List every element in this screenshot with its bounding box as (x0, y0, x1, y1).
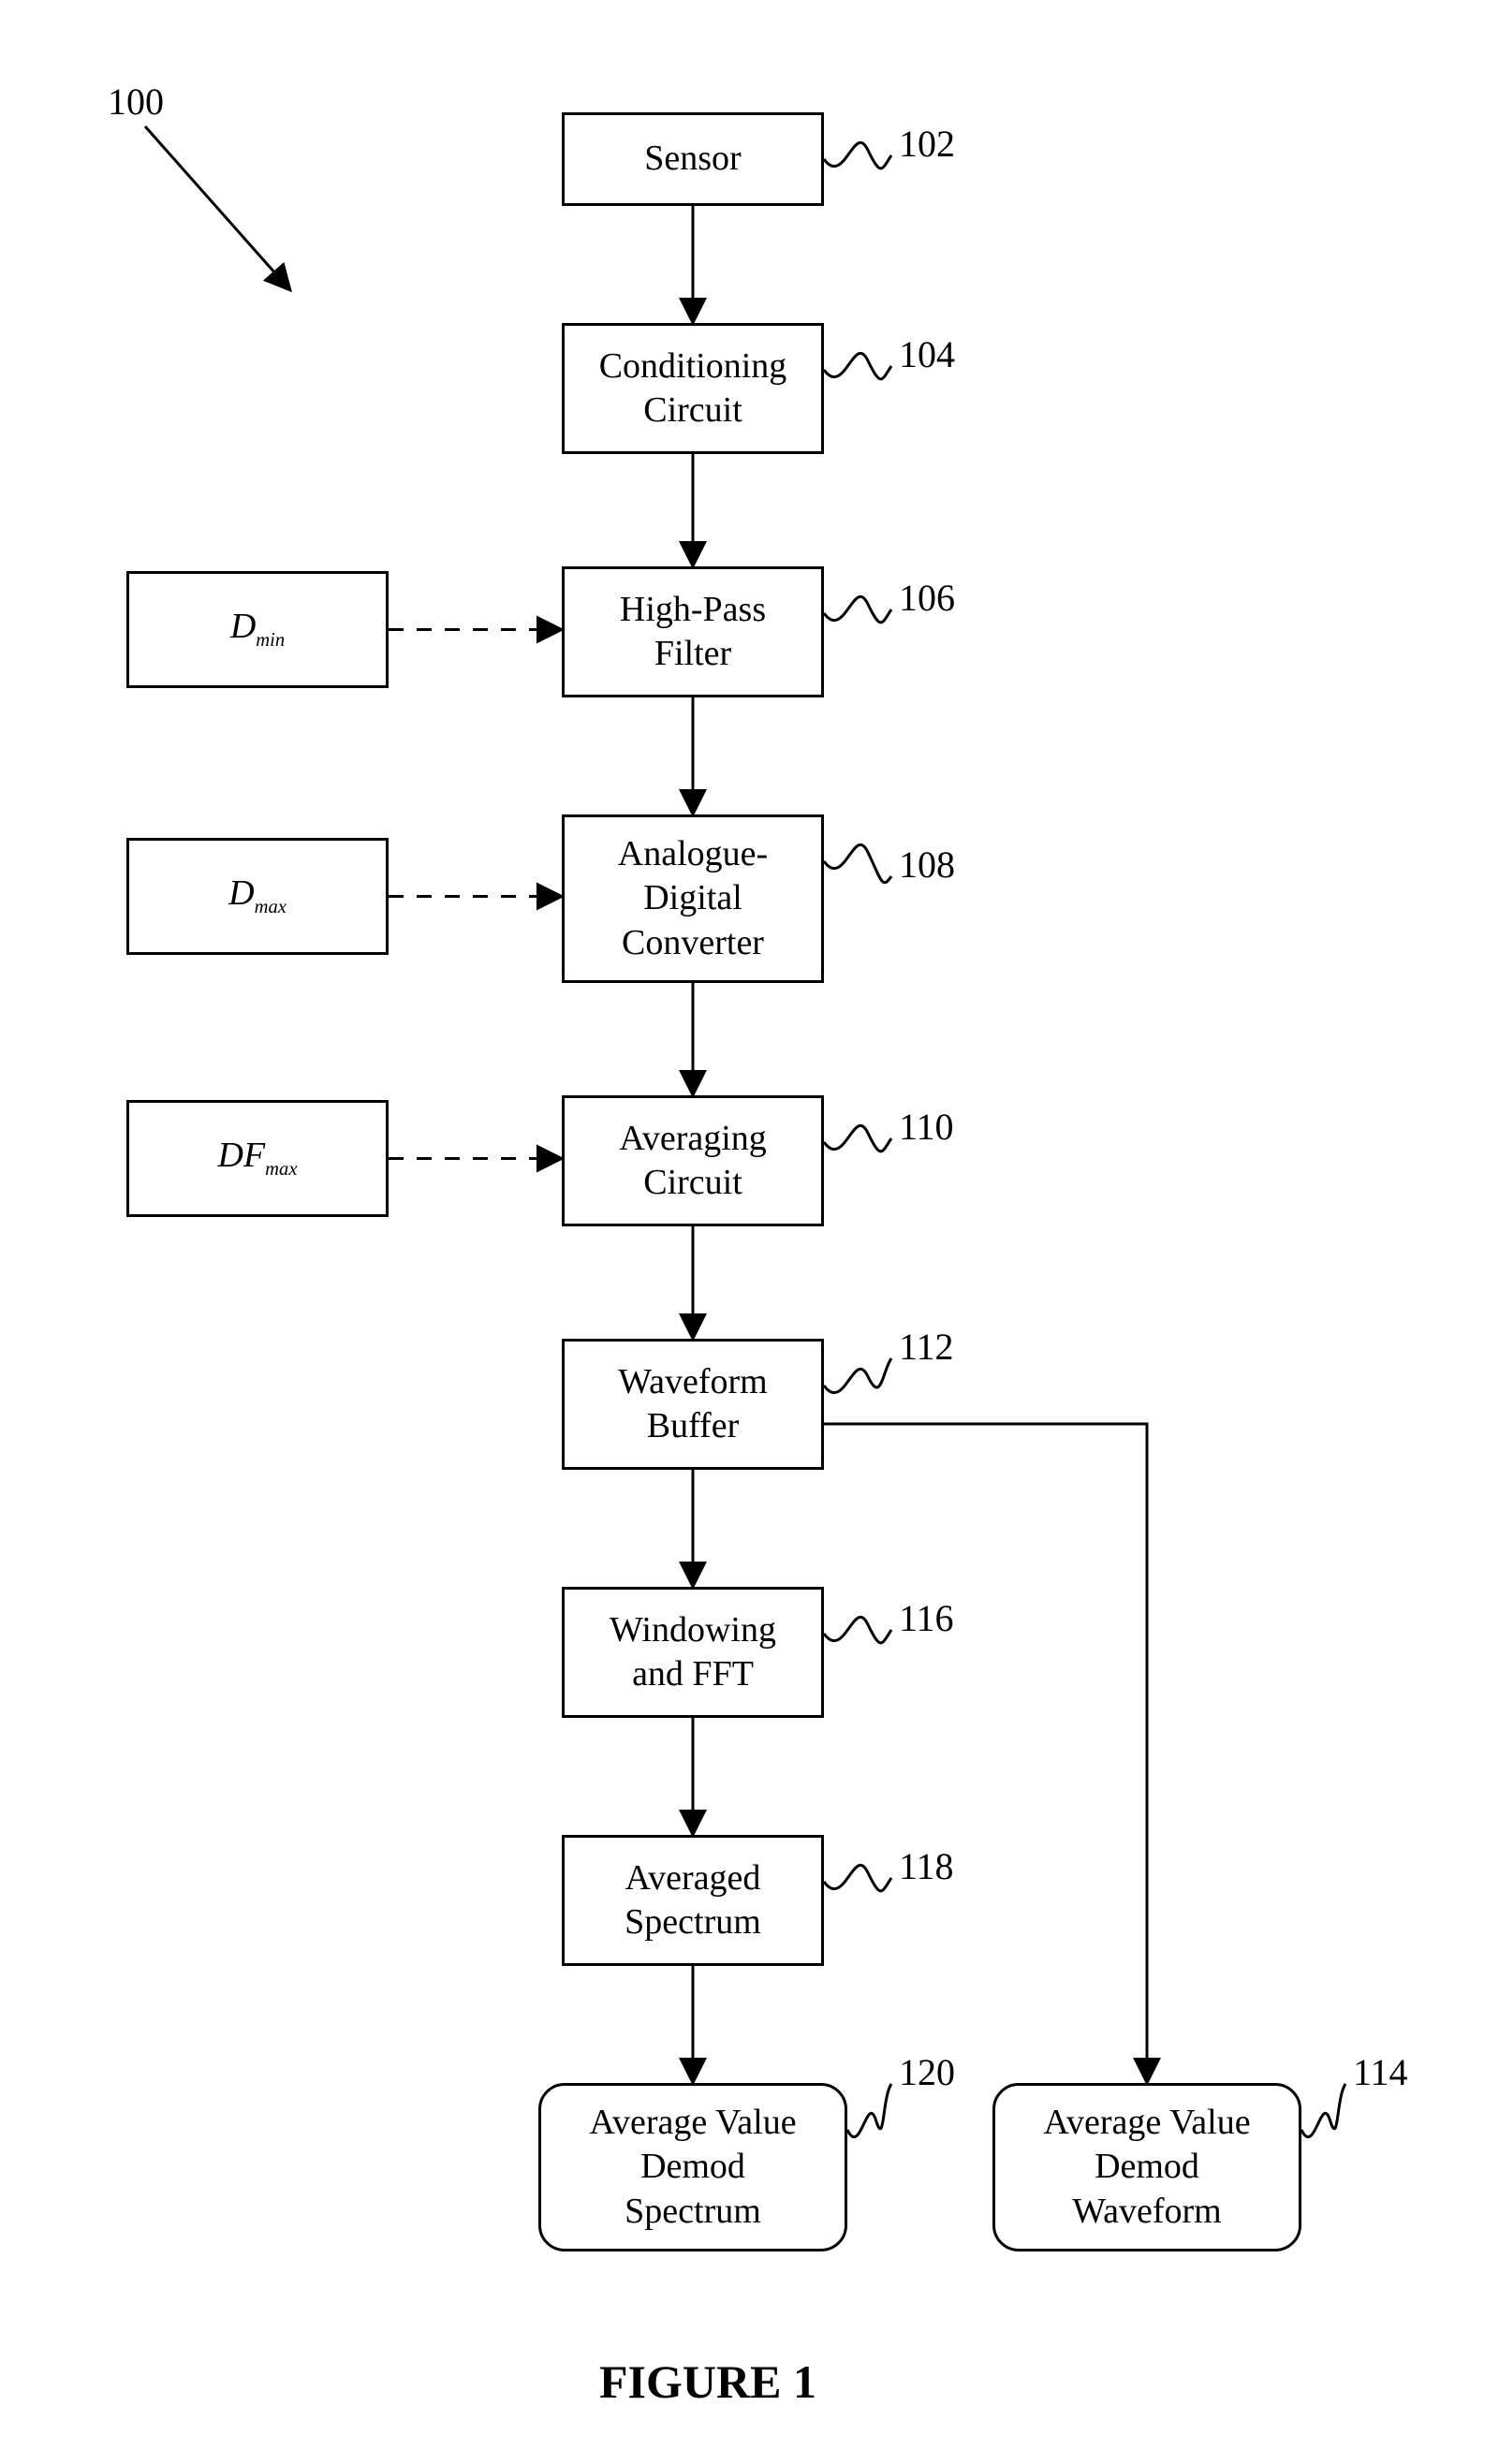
figure-caption: FIGURE 1 (599, 2354, 816, 2409)
node-sensor: Sensor (562, 112, 824, 206)
node-spec: Averaged Spectrum (562, 1835, 824, 1966)
ref-label-hpf: 106 (899, 576, 955, 620)
node-dmax: Dmax (126, 838, 389, 955)
node-fft: Windowing and FFT (562, 1587, 824, 1718)
leader-adc (824, 844, 891, 882)
leader-sensor (824, 142, 891, 169)
node-buf: Waveform Buffer (562, 1339, 824, 1470)
node-dfmax: DFmax (126, 1100, 389, 1217)
ref-label-adc: 108 (899, 843, 955, 887)
ref-label-cond: 104 (899, 332, 955, 376)
node-adc: Analogue- Digital Converter (562, 814, 824, 983)
leader-avg (824, 1125, 891, 1151)
ref-label-buf: 112 (899, 1325, 954, 1369)
ref-label-fft: 116 (899, 1596, 954, 1640)
leader-buf (824, 1358, 891, 1393)
node-cond: Conditioning Circuit (562, 323, 824, 454)
arrow-buf-out_wave (824, 1424, 1147, 2083)
leader-fft (824, 1617, 891, 1643)
figure-ref-label: 100 (108, 80, 164, 124)
leader-hpf (824, 596, 891, 623)
ref-label-out_spec: 120 (899, 2050, 955, 2094)
node-hpf: High-Pass Filter (562, 566, 824, 697)
ref-label-sensor: 102 (899, 122, 955, 166)
node-avg: Averaging Circuit (562, 1095, 824, 1226)
node-dmin: Dmin (126, 571, 389, 688)
leader-spec (824, 1865, 891, 1891)
node-out_spec: Average Value Demod Spectrum (538, 2083, 847, 2251)
ref-label-spec: 118 (899, 1844, 954, 1888)
ref-label-out_wave: 114 (1353, 2050, 1408, 2094)
node-out_wave: Average Value Demod Waveform (992, 2083, 1301, 2251)
ref-label-avg: 110 (899, 1105, 954, 1149)
leader-cond (824, 353, 891, 379)
leader-out_wave (1301, 2084, 1345, 2137)
ref-arrow-100 (145, 126, 290, 290)
leader-out_spec (847, 2084, 891, 2137)
